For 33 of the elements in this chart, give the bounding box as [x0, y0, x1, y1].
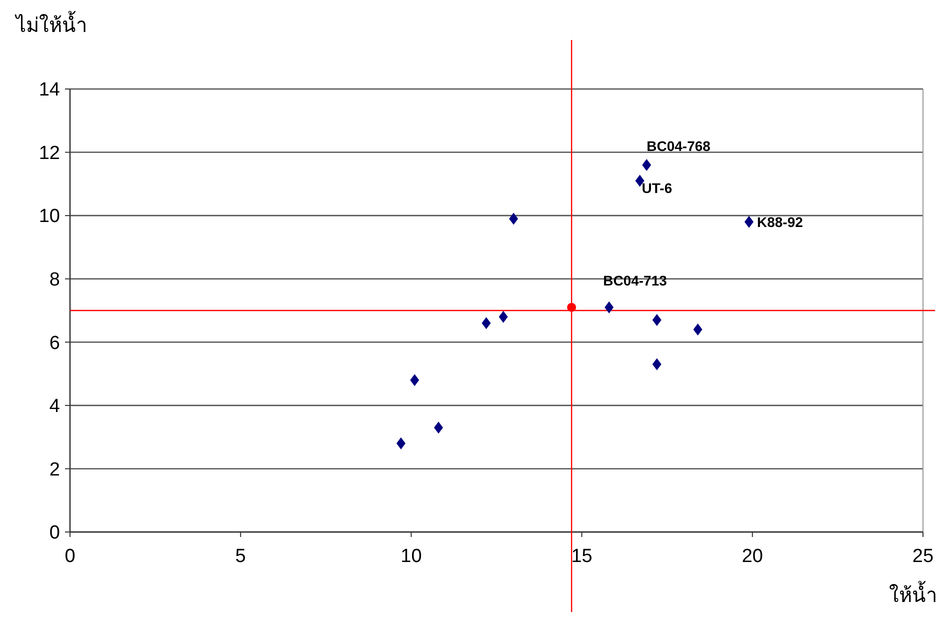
y-tick-label: 14	[38, 80, 60, 101]
y-tick-label: 0	[49, 522, 60, 544]
y-axis-title: ไม่ให้น้ำ	[14, 11, 87, 37]
point	[434, 422, 443, 434]
x-tick-label: 0	[64, 546, 76, 567]
point	[498, 310, 508, 323]
point	[642, 158, 652, 171]
point	[509, 212, 518, 225]
y-tick-label: 12	[38, 142, 60, 164]
x-tick-label: 5	[235, 546, 246, 567]
y-tick-label: 10	[38, 206, 60, 228]
point	[652, 358, 662, 370]
x-axis-title: ให้น้ำ	[889, 581, 937, 607]
annotation: UT-6	[642, 180, 672, 196]
annotation: K88-92	[756, 214, 804, 230]
point	[567, 302, 576, 312]
point	[635, 174, 644, 187]
point	[693, 323, 702, 336]
annotation: BC04-768	[646, 138, 711, 154]
point	[652, 314, 662, 326]
point	[410, 374, 420, 386]
x-tick-label: 10	[400, 546, 422, 567]
y-tick-label: 4	[49, 396, 60, 418]
point	[482, 317, 491, 330]
point	[396, 437, 406, 450]
x-tick-label: 25	[912, 546, 934, 567]
y-tick-label: 8	[49, 270, 60, 291]
y-tick-label: 6	[49, 332, 60, 354]
x-tick-label: 15	[571, 546, 592, 567]
x-tick-label: 20	[742, 546, 763, 567]
point	[744, 216, 754, 228]
point	[604, 301, 614, 314]
y-tick-label: 2	[49, 459, 60, 480]
